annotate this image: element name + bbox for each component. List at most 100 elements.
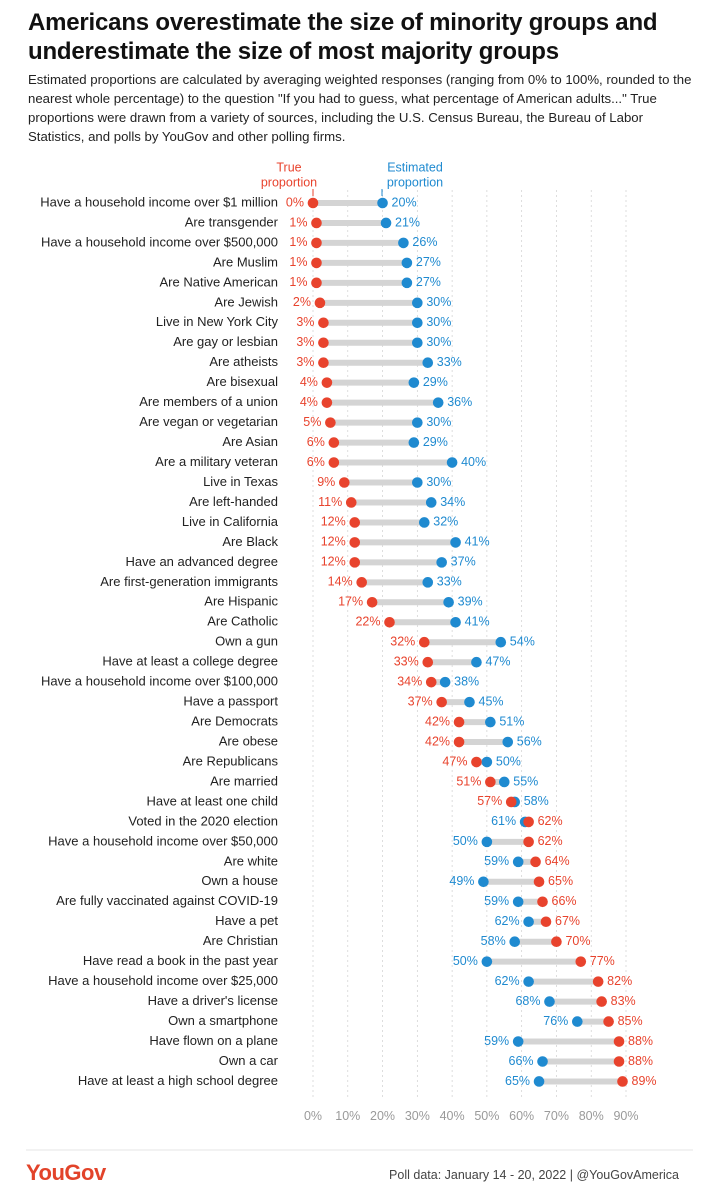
true-value-label: 2%	[293, 295, 311, 309]
true-value-label: 4%	[300, 375, 318, 389]
row-label: Are vegan or vegetarian	[139, 414, 278, 429]
estimated-dot	[422, 577, 434, 588]
true-dot	[349, 517, 361, 528]
estimated-value-label: 50%	[453, 954, 478, 968]
estimated-value-label: 37%	[451, 555, 476, 569]
estimated-value-label: 56%	[517, 734, 542, 748]
estimated-dot	[485, 716, 496, 728]
true-dot	[596, 996, 607, 1007]
row-label: Have at least one child	[146, 793, 278, 808]
true-value-label: 89%	[632, 1074, 657, 1088]
true-dot	[418, 636, 430, 648]
estimated-value-label: 47%	[485, 654, 510, 668]
true-value-label: 62%	[538, 834, 563, 848]
true-dot	[339, 477, 350, 488]
estimated-dot	[481, 836, 493, 848]
true-value-label: 4%	[300, 395, 318, 409]
row-label: Are Black	[222, 534, 278, 549]
true-value-label: 32%	[390, 635, 415, 649]
estimated-dot	[377, 197, 388, 209]
true-dot	[345, 497, 357, 508]
estimated-value-label: 33%	[437, 575, 462, 589]
estimated-value-label: 68%	[515, 994, 540, 1008]
estimated-value-label: 33%	[437, 355, 462, 369]
estimated-value-label: 27%	[416, 255, 441, 269]
estimated-value-label: 30%	[426, 415, 451, 429]
estimated-value-label: 58%	[524, 794, 549, 808]
true-dot	[603, 1016, 614, 1027]
estimated-value-label: 59%	[484, 1034, 509, 1048]
true-dot	[505, 796, 517, 808]
footer-source-note: Poll data: January 14 - 20, 2022 | @YouG…	[389, 1168, 679, 1182]
true-dot	[613, 1056, 625, 1067]
true-value-label: 42%	[425, 734, 450, 748]
estimated-value-label: 26%	[412, 235, 437, 249]
true-dot	[314, 297, 326, 309]
estimated-dot	[412, 297, 423, 309]
true-value-label: 12%	[321, 515, 346, 529]
estimated-value-label: 39%	[458, 595, 483, 609]
estimated-value-label: 61%	[491, 814, 516, 828]
row-label: Live in New York City	[156, 314, 279, 329]
estimated-value-label: 66%	[509, 1054, 534, 1068]
row-label: Are bisexual	[206, 374, 278, 389]
true-value-label: 17%	[338, 595, 363, 609]
estimated-value-label: 21%	[395, 215, 420, 229]
estimated-dot	[443, 597, 454, 608]
estimated-dot	[380, 217, 392, 229]
estimated-dot	[412, 317, 423, 329]
row-label: Have a household income over $25,000	[48, 973, 278, 988]
true-value-label: 33%	[394, 654, 419, 668]
estimated-dot	[432, 397, 444, 408]
estimated-value-label: 32%	[433, 515, 458, 529]
true-value-label: 64%	[545, 854, 570, 868]
true-value-label: 0%	[286, 195, 304, 209]
row-label: Are obese	[219, 733, 278, 748]
true-dot	[321, 377, 333, 388]
true-value-label: 88%	[628, 1054, 653, 1068]
true-dot	[436, 696, 447, 708]
estimated-value-label: 62%	[495, 914, 520, 928]
true-value-label: 82%	[607, 974, 632, 988]
true-dot	[307, 197, 319, 209]
true-dot	[533, 876, 545, 888]
row-label: Own a car	[219, 1053, 279, 1068]
estimated-dot	[523, 916, 534, 928]
true-value-label: 22%	[355, 615, 380, 629]
true-dot	[485, 776, 496, 788]
row-label: Are Democrats	[191, 714, 278, 729]
true-value-label: 12%	[321, 535, 346, 549]
true-value-label: 1%	[289, 215, 307, 229]
estimated-dot	[512, 1036, 524, 1047]
estimated-dot	[544, 996, 555, 1007]
row-label: Own a gun	[215, 634, 278, 649]
true-value-label: 62%	[538, 814, 563, 828]
row-label: Are first-generation immigrants	[100, 574, 278, 589]
estimated-value-label: 59%	[484, 854, 509, 868]
row-label: Are Catholic	[207, 614, 278, 629]
true-value-label: 6%	[307, 435, 325, 449]
row-label: Are Asian	[222, 434, 278, 449]
estimated-dot	[401, 277, 413, 289]
row-label: Live in California	[182, 514, 279, 529]
true-dot	[453, 716, 465, 728]
estimated-dot	[450, 616, 461, 628]
estimated-dot	[523, 976, 534, 987]
estimated-dot	[481, 956, 493, 967]
row-label: Have an advanced degree	[125, 554, 278, 569]
true-value-label: 3%	[296, 335, 314, 349]
true-dot	[425, 676, 437, 688]
legend-estimated-label: Estimated	[387, 160, 443, 174]
estimated-value-label: 55%	[513, 774, 538, 788]
row-label: Have at least a high school degree	[78, 1073, 278, 1088]
row-label: Have a household income over $500,000	[41, 234, 278, 249]
row-label: Have a driver's license	[148, 993, 278, 1008]
estimated-value-label: 62%	[495, 974, 520, 988]
true-value-label: 51%	[456, 774, 481, 788]
true-value-label: 85%	[618, 1014, 643, 1028]
true-dot	[311, 237, 322, 249]
estimated-value-label: 54%	[510, 635, 535, 649]
estimated-dot	[533, 1076, 545, 1087]
x-tick-label: 90%	[613, 1109, 638, 1123]
true-dot	[356, 577, 367, 588]
